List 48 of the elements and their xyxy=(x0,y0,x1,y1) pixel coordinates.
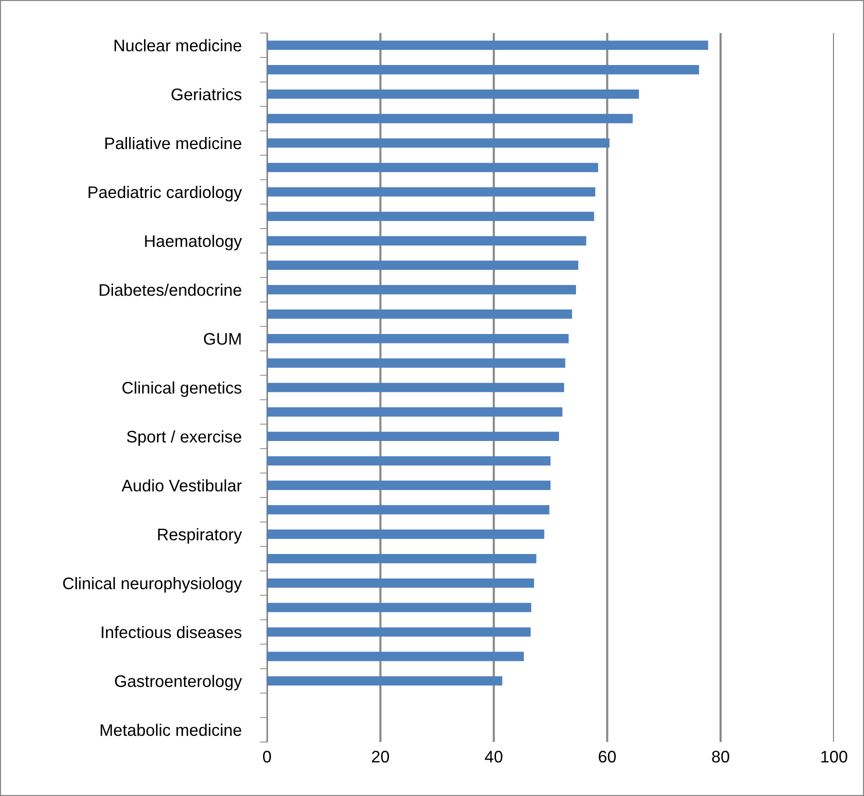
bar xyxy=(267,578,534,588)
bar xyxy=(267,652,524,662)
y-tick-label: Paediatric cardiology xyxy=(88,186,242,202)
y-tick-label: Gastroenterology xyxy=(115,674,242,690)
y-tick-label: Clinical genetics xyxy=(122,381,242,397)
x-tick-label: 40 xyxy=(484,750,502,763)
bar xyxy=(267,432,560,442)
x-tick-label: 0 xyxy=(263,750,271,763)
x-tick-label: 100 xyxy=(821,750,848,763)
bar xyxy=(267,212,594,222)
bar xyxy=(267,627,531,637)
y-tick-label: Audio Vestibular xyxy=(122,479,242,492)
y-tick-label: Geriatrics xyxy=(172,88,242,100)
bar xyxy=(267,114,633,124)
x-tick-label: 80 xyxy=(712,750,730,763)
bar xyxy=(267,40,708,50)
bar xyxy=(267,162,598,172)
y-tick-label: GUM xyxy=(204,333,241,345)
y-tick-label: Diabetes/endocrine xyxy=(100,284,242,296)
bar xyxy=(267,676,502,686)
bar xyxy=(267,65,700,74)
y-tick-label: Clinical neurophysiology xyxy=(63,577,242,593)
bar xyxy=(267,407,562,417)
bar xyxy=(267,89,639,99)
bar xyxy=(267,187,596,197)
bar xyxy=(267,138,610,148)
bar xyxy=(267,382,564,392)
y-tick-label: Haematology xyxy=(145,234,242,250)
y-tick-label: Infectious diseases xyxy=(102,626,242,638)
bar xyxy=(267,480,550,490)
y-tick-label: Palliative medicine xyxy=(105,136,242,150)
bar xyxy=(267,236,586,246)
x-tick-label: 20 xyxy=(372,750,390,763)
x-tick-label: 60 xyxy=(598,750,616,763)
y-tick-label: Respiratory xyxy=(158,528,242,544)
bar xyxy=(267,358,566,368)
y-tick-label: Nuclear medicine xyxy=(114,39,242,52)
bar xyxy=(267,456,550,466)
bar xyxy=(267,602,532,612)
bar xyxy=(267,554,536,564)
bar xyxy=(267,505,550,514)
y-tick-label: Metabolic medicine xyxy=(100,724,242,736)
bar xyxy=(267,260,578,270)
bar xyxy=(267,310,572,319)
bar xyxy=(267,285,576,294)
bar xyxy=(267,334,569,344)
bar xyxy=(267,530,544,539)
y-tick-label: Sport / exercise xyxy=(126,430,242,446)
